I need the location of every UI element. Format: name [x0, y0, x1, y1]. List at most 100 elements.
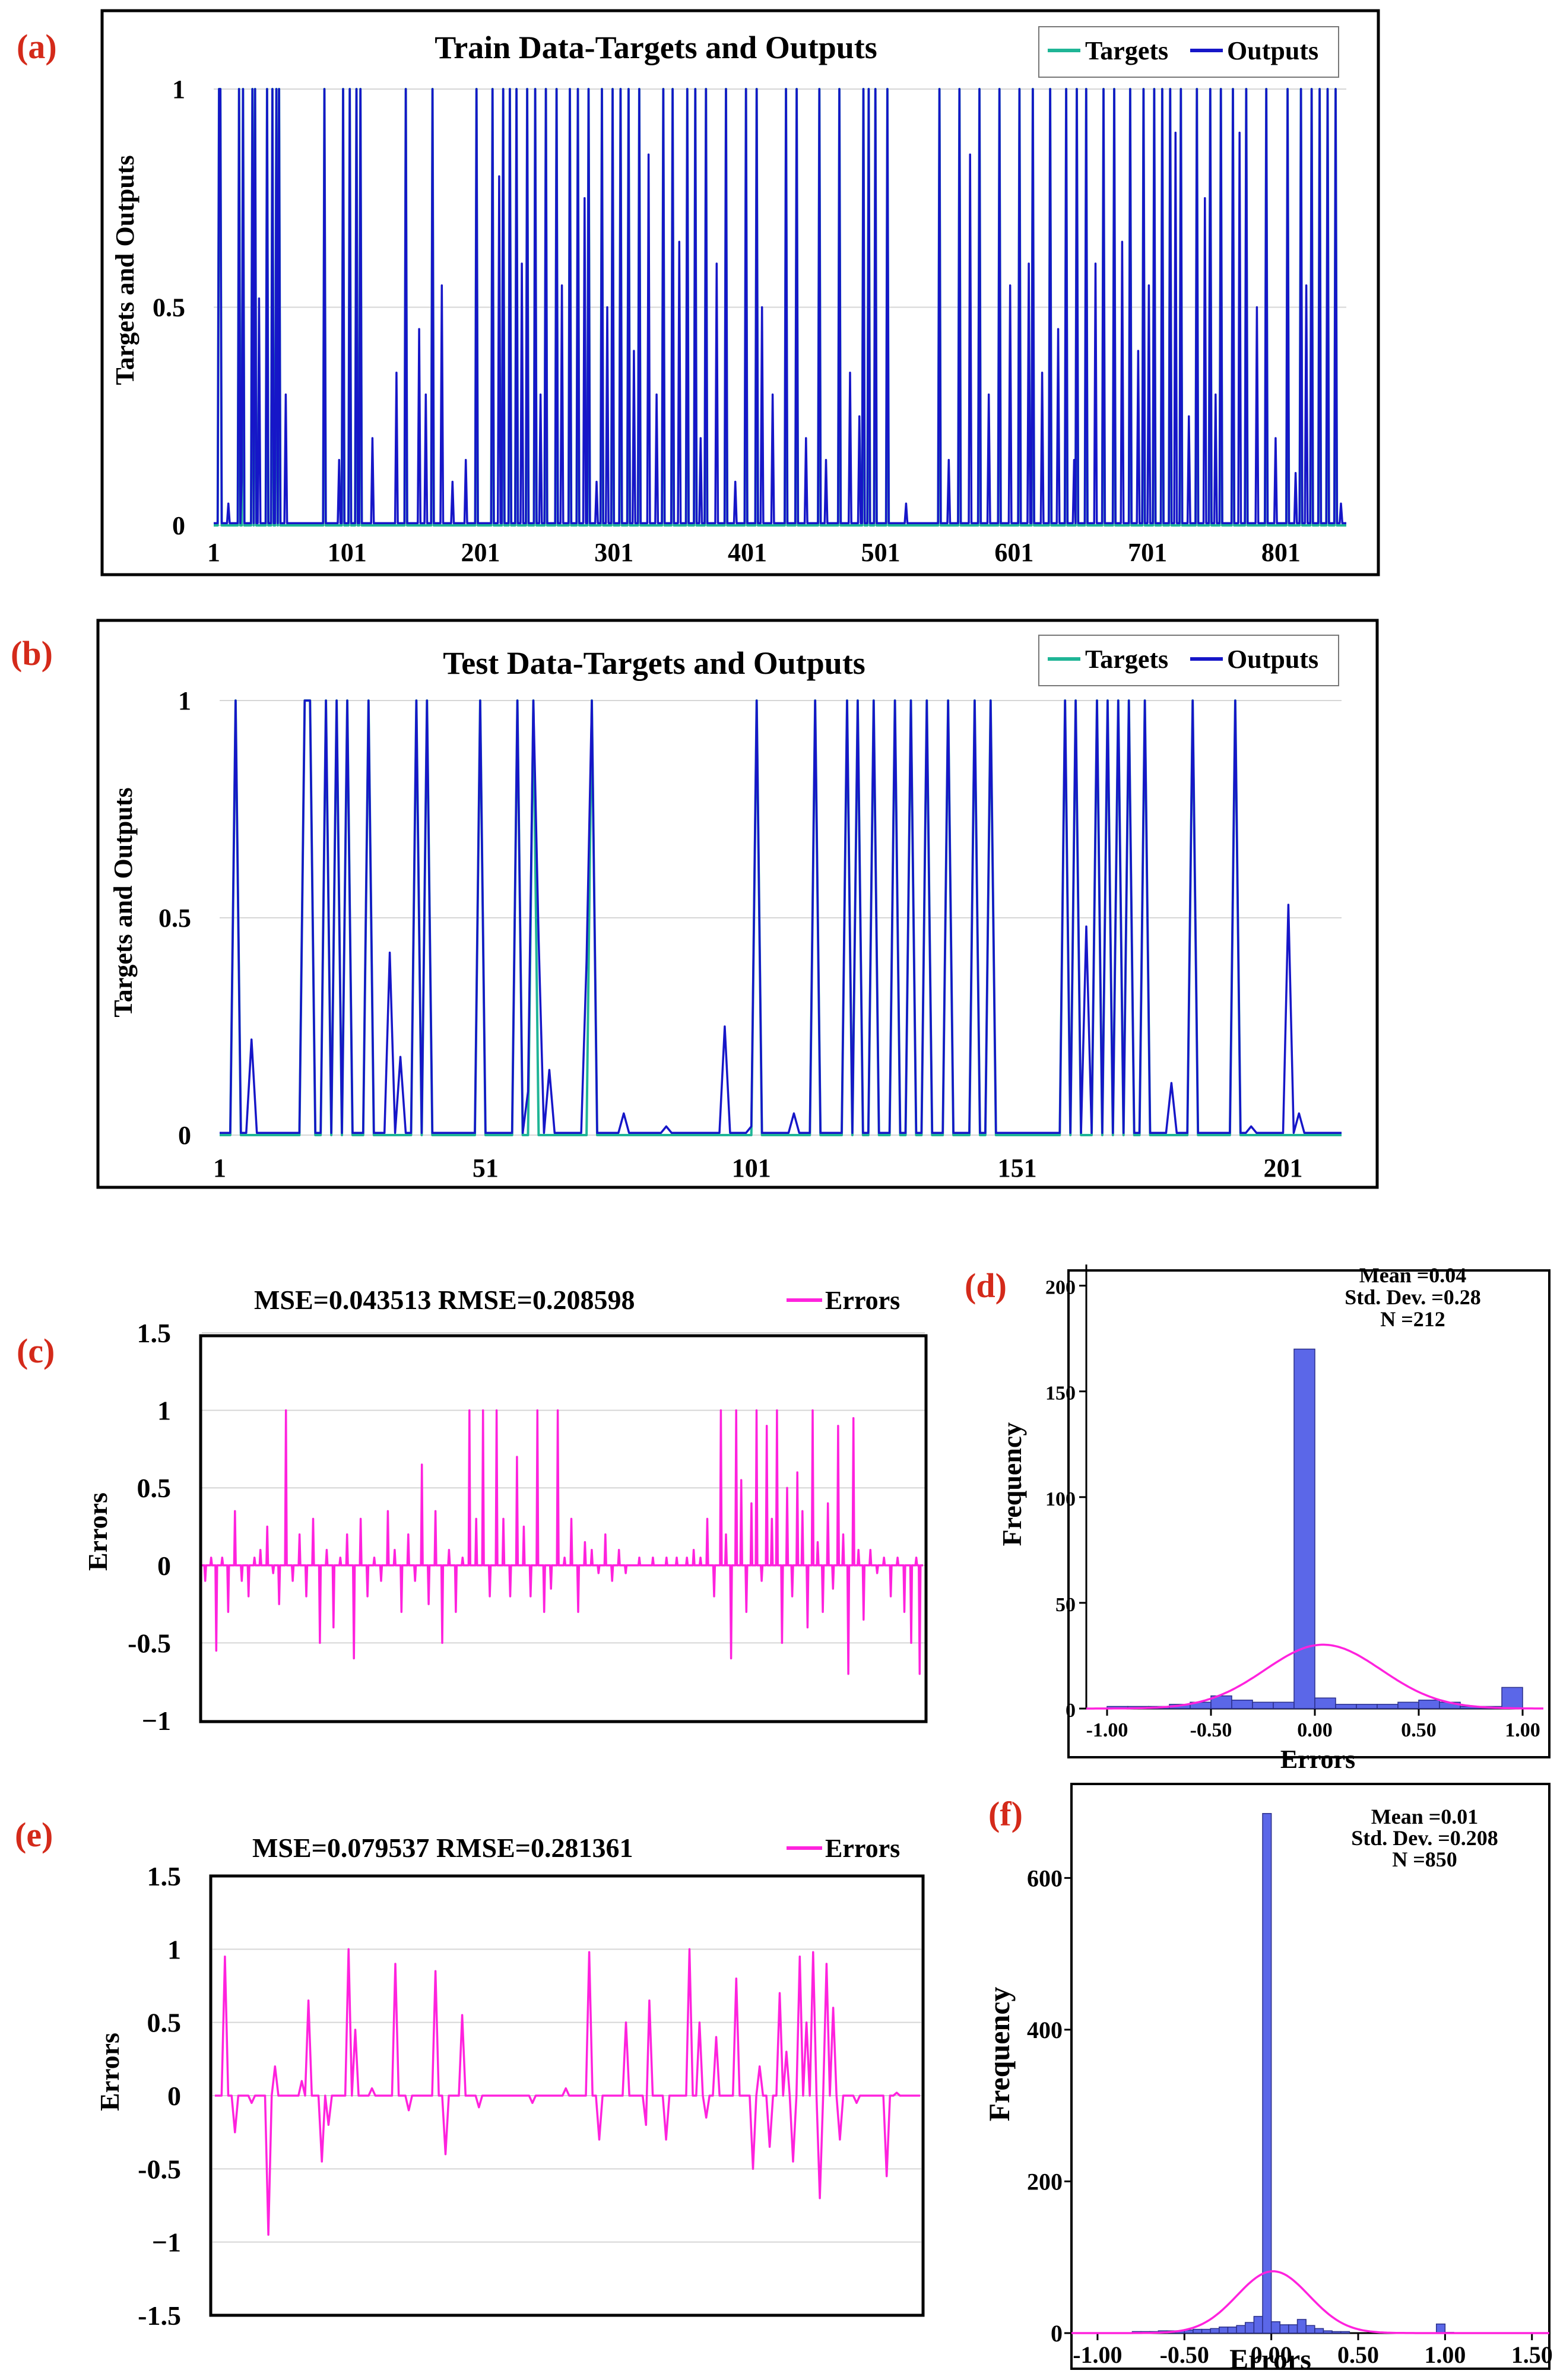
panel-c-y-tick-label: -0.5: [128, 1628, 171, 1658]
panel-c-y-tick-label: 0: [157, 1551, 171, 1581]
panel-f-stat-n: N =850: [1392, 1847, 1457, 1871]
panel-c-errors-series: [201, 1409, 924, 1675]
panel-a-y-tick-label: 0: [172, 511, 185, 540]
panel-a-x-tick-label: 101: [328, 538, 367, 567]
panel-d-x-tick-label: -0.50: [1190, 1719, 1232, 1741]
panel-b-x-ticks: 1 51 101 151 201: [213, 1153, 1302, 1183]
panel-f-histogram-bar: [1270, 2321, 1281, 2334]
panel-b-y-tick-label: 1: [178, 686, 191, 715]
panel-a-x-tick-label: 401: [728, 538, 767, 567]
panel-a-x-tick-label: 601: [994, 538, 1033, 567]
panel-b-test-chart: (b) Test Data-Targets and Outputs Target…: [11, 619, 1379, 1189]
panel-e-train-errors-chart: (e) MSE=0.079537 RMSE=0.281361 Errors Er…: [15, 1815, 925, 2331]
panel-f-histogram-bar: [1227, 2327, 1237, 2334]
panel-a-x-ticks: 1 101 201 301 401 501 601 701 801: [207, 538, 1301, 567]
panel-d-stat-sd: Std. Dev. =0.28: [1345, 1285, 1481, 1309]
panel-b-x-tick-label: 1: [213, 1153, 226, 1183]
panel-d-histogram-bar: [1252, 1701, 1274, 1709]
panel-d-y-tick-label: 50: [1055, 1594, 1076, 1616]
panel-a-outputs-series: [214, 88, 1346, 525]
panel-a-frame: [100, 9, 1380, 576]
panel-f-histogram-bar: [1305, 2325, 1315, 2334]
panel-b-x-tick-label: 151: [998, 1153, 1037, 1183]
panel-f-histogram-bar: [1210, 2328, 1220, 2334]
panel-b-targets-series: [220, 699, 1342, 1136]
panel-f-histogram-bar: [1435, 2323, 1446, 2334]
panel-a-y-ticks: 00.51: [153, 75, 185, 540]
panel-f-y-axis-label: Frequency: [982, 1987, 1016, 2122]
panel-c-y-ticks: −1 -0.5 0 0.5 1 1.5: [128, 1318, 171, 1736]
panel-b-outputs-series: [220, 699, 1342, 1134]
panel-e-y-ticks: -1.5 −1 -0.5 0 0.5 1 1.5: [138, 1861, 181, 2331]
panel-d-stat-n: N =212: [1380, 1307, 1445, 1331]
panel-d-histogram-bar: [1418, 1700, 1440, 1709]
panel-f-frame: [1070, 1783, 1551, 2370]
panel-d-histogram-bar: [1335, 1704, 1357, 1709]
panel-e-y-tick-label: −1: [152, 2227, 181, 2258]
panel-f-histogram-bar: [1331, 2331, 1342, 2334]
panel-f-histogram-bar: [1279, 2324, 1289, 2334]
panel-b-plot-area: [220, 699, 1342, 1136]
panel-b-legend-box: [1038, 635, 1339, 686]
panel-f-histogram-bar: [1262, 1812, 1272, 2334]
panel-f-y-ticks: 0 200 400 600: [1027, 1865, 1071, 2347]
panel-b-title: Test Data-Targets and Outputs: [443, 645, 865, 681]
panel-b-x-tick-label: 101: [732, 1153, 771, 1183]
panel-d-histogram-bar: [1273, 1701, 1295, 1709]
panel-c-y-axis-label: Errors: [83, 1492, 113, 1571]
panel-f-histogram-bar: [1219, 2327, 1229, 2334]
panel-f-histogram-bar: [1253, 2316, 1263, 2334]
panel-c-label: (c): [17, 1332, 55, 1370]
panel-a-train-chart: (a) Train Data-Targets and Outputs Targe…: [17, 9, 1380, 576]
panel-d-y-tick-label: 150: [1045, 1383, 1076, 1405]
panel-d-histogram-bar: [1314, 1697, 1336, 1709]
panel-d-histogram-bar: [1397, 1701, 1419, 1709]
panel-a-plot-area: [214, 88, 1346, 527]
panel-f-label: (f): [988, 1795, 1023, 1833]
panel-e-frame: [209, 1874, 925, 2317]
panel-f-histogram-bar: [1296, 2319, 1307, 2334]
panel-f-histogram-bar: [1193, 2328, 1203, 2334]
panel-a-targets-series: [214, 88, 1346, 527]
panel-e-y-tick-label: 0.5: [147, 2008, 182, 2038]
panel-d-histogram-bar: [1501, 1687, 1523, 1709]
panel-a-x-tick-label: 301: [594, 538, 633, 567]
panel-a-y-tick-label: 1: [172, 75, 185, 104]
panel-f-y-tick-label: 0: [1051, 2320, 1063, 2347]
panel-d-y-axis-label: Frequency: [997, 1422, 1027, 1546]
panel-d-histogram-bar: [1356, 1704, 1378, 1709]
panel-e-errors-series: [215, 1948, 920, 2236]
panel-c-y-tick-label: 1: [157, 1396, 171, 1426]
panel-d-y-ticks: 0 50 100 150 200: [1045, 1277, 1086, 1722]
panel-c-plot-area: [201, 1332, 925, 1721]
panel-d-histogram-bar: [1377, 1704, 1399, 1709]
panel-f-x-tick-label: 0.50: [1337, 2341, 1379, 2368]
panel-d-histogram-bar: [1231, 1700, 1253, 1709]
panel-f-histogram-bar: [1323, 2330, 1333, 2334]
panel-f-x-tick-label: 1.50: [1511, 2341, 1553, 2368]
panel-d-histogram-bar: [1293, 1348, 1315, 1709]
panel-e-plot-area: [213, 1875, 921, 2316]
panel-e-title: MSE=0.079537 RMSE=0.281361: [252, 1833, 633, 1863]
panel-b-frame: [96, 619, 1379, 1189]
panel-a-title: Train Data-Targets and Outputs: [435, 30, 877, 65]
panel-f-y-tick-label: 200: [1027, 2168, 1063, 2195]
panel-e-legend: Errors: [787, 1834, 900, 1863]
panel-d-y-tick-label: 100: [1045, 1488, 1076, 1510]
panel-b-legend: Targets Outputs: [1038, 635, 1339, 686]
panel-b-x-tick-label: 201: [1263, 1153, 1302, 1183]
panel-f-normal-curve: [1071, 2270, 1549, 2334]
panel-a-legend: Targets Outputs: [1038, 26, 1339, 78]
panel-f-stat-mean: Mean =0.01: [1371, 1805, 1479, 1828]
panel-f-x-tick-label: -0.50: [1160, 2341, 1209, 2368]
panel-e-y-tick-label: 0: [167, 2081, 181, 2111]
panel-c-y-tick-label: −1: [142, 1706, 171, 1736]
panel-f-histogram-bar: [1314, 2328, 1324, 2334]
panel-f-x-tick-label: -1.00: [1073, 2341, 1122, 2368]
panel-e-label: (e): [15, 1815, 53, 1854]
panel-f-histogram-bar: [1236, 2325, 1246, 2334]
panel-d-plot-area: [1085, 1265, 1543, 1710]
panel-a-x-tick-label: 501: [861, 538, 901, 567]
panel-a-x-tick-label: 1: [207, 538, 220, 567]
panel-f-histogram-bar: [1244, 2322, 1255, 2334]
